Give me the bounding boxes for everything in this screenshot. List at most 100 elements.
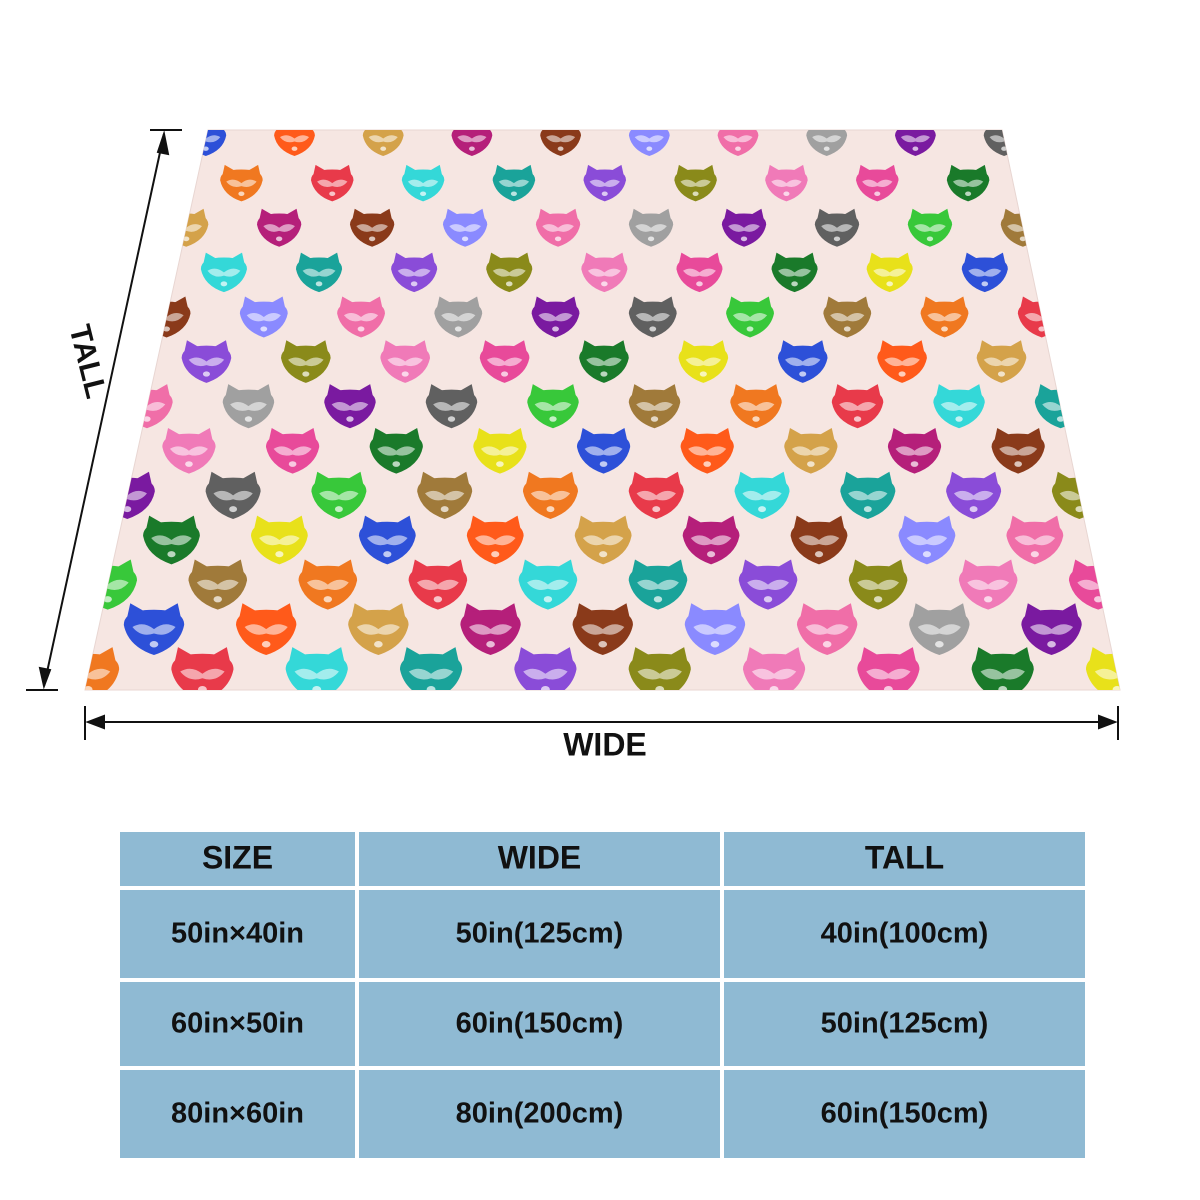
raccoon [1114, 515, 1163, 565]
mask [397, 268, 431, 277]
raccoon [628, 559, 688, 610]
nose [202, 146, 209, 151]
nose [392, 461, 401, 467]
nose [552, 326, 559, 332]
mask [1187, 580, 1200, 590]
ear [1193, 472, 1200, 490]
ear [1146, 296, 1161, 311]
body-cell: 80in(200cm) [456, 1098, 624, 1130]
raccoon [1136, 384, 1187, 428]
raccoon [250, 515, 308, 565]
mask [135, 179, 166, 188]
raccoon [514, 647, 577, 690]
raccoon [105, 252, 152, 293]
raccoon [628, 208, 674, 247]
ear [1107, 340, 1120, 357]
mask [589, 179, 620, 188]
face [1056, 257, 1103, 293]
nose [699, 371, 707, 377]
mask [331, 401, 369, 411]
mask [873, 268, 907, 277]
face [1175, 346, 1200, 383]
raccoon [840, 471, 896, 519]
mask [368, 135, 398, 143]
raccoon [857, 647, 920, 690]
nose [799, 371, 807, 377]
mask [857, 579, 900, 590]
nose [486, 641, 495, 648]
nose [969, 506, 978, 513]
mask [343, 313, 379, 322]
ear [1116, 296, 1120, 312]
mask [1183, 358, 1200, 367]
mask [866, 668, 911, 680]
mask [953, 490, 994, 501]
raccoon [574, 515, 632, 565]
nose [1001, 146, 1008, 151]
raccoon [466, 515, 524, 565]
raccoon [362, 130, 404, 156]
ear [59, 647, 79, 667]
table-cell [359, 890, 720, 978]
raccoon [85, 208, 116, 247]
mask [1014, 535, 1056, 546]
arrowhead [38, 666, 52, 690]
nose [853, 416, 862, 422]
nose [783, 191, 790, 197]
ear [92, 427, 111, 446]
header-cell: WIDE [498, 839, 582, 875]
nose [922, 551, 931, 558]
raccoon [1179, 559, 1200, 609]
ear [1126, 647, 1146, 667]
nose [510, 191, 517, 197]
mask [1078, 135, 1108, 143]
nose [814, 551, 824, 558]
nose [791, 281, 798, 287]
header-cell: SIZE [202, 839, 273, 875]
mask [387, 357, 423, 367]
mask [492, 268, 526, 277]
raccoon [676, 252, 723, 293]
raccoon [222, 384, 275, 429]
mask [480, 446, 519, 456]
mask [317, 179, 348, 188]
mask [839, 401, 876, 411]
nose [420, 191, 427, 197]
ear [1106, 559, 1120, 579]
ear [61, 428, 78, 445]
raccoon [311, 471, 367, 519]
nose [1136, 326, 1143, 331]
ear [1048, 296, 1064, 312]
raccoon [674, 164, 717, 202]
nose [380, 146, 387, 151]
raccoon [823, 296, 872, 338]
mask [1122, 535, 1163, 545]
raccoon [522, 471, 578, 519]
nose [807, 461, 815, 467]
raccoon [1021, 603, 1082, 656]
nose [244, 416, 253, 422]
mask [884, 357, 920, 367]
raccoon [784, 427, 838, 474]
nose [863, 506, 872, 513]
nose [1158, 416, 1165, 422]
ear [47, 296, 62, 311]
mask [737, 401, 775, 411]
mask [952, 179, 984, 188]
ear [1097, 427, 1115, 446]
mask [751, 668, 797, 680]
raccoon [460, 603, 521, 656]
face [1115, 301, 1120, 338]
raccoon [628, 471, 684, 519]
body-cell: 50in(125cm) [456, 918, 624, 950]
nose [288, 461, 297, 467]
nose [1047, 641, 1056, 648]
mask [132, 624, 176, 635]
table-cell [359, 982, 720, 1066]
mask [968, 268, 1002, 277]
ear [85, 296, 92, 312]
mask [356, 624, 400, 635]
raccoon [220, 164, 263, 202]
nose [167, 551, 176, 558]
mask [587, 268, 621, 277]
